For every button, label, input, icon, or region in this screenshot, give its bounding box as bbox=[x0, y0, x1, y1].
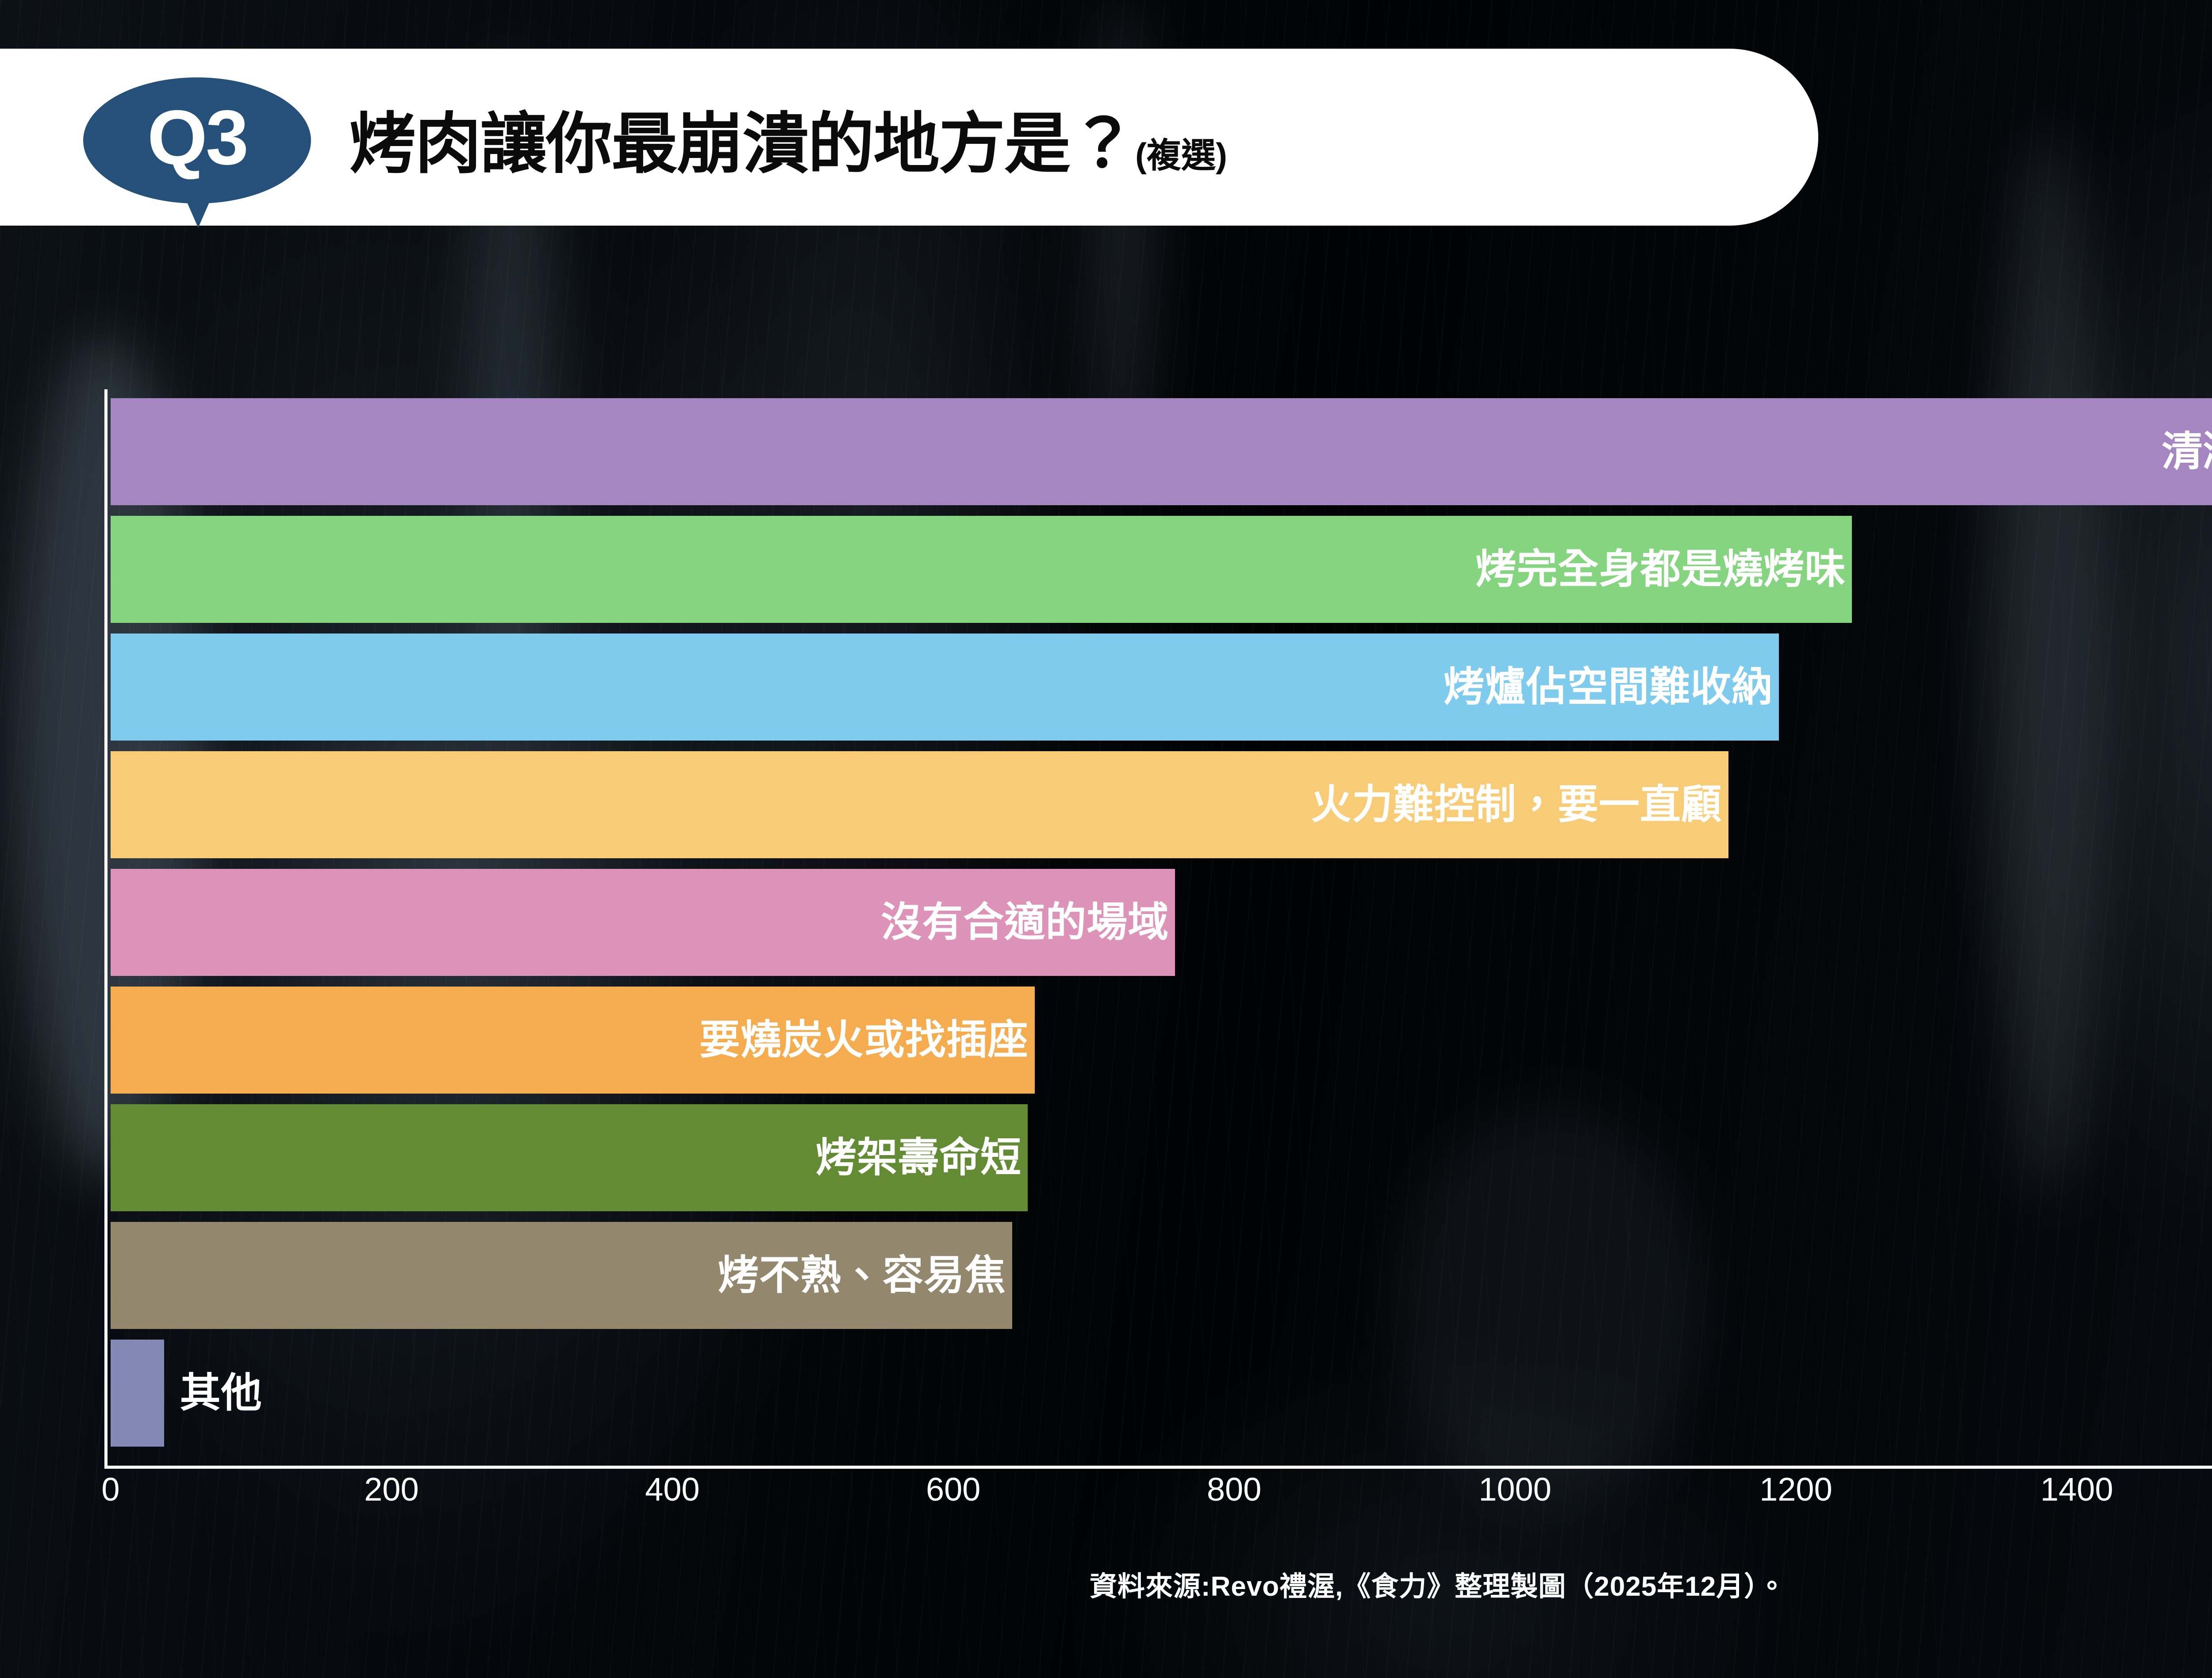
bar-row: 其他 bbox=[111, 1340, 262, 1447]
bar-row: 清潔不易、費時 bbox=[111, 398, 2212, 505]
page-title-suffix: (複選) bbox=[1135, 136, 1227, 175]
bar-row: 火力難控制，要一直顧 bbox=[111, 751, 1729, 858]
bar-segment[interactable]: 沒有合適的場域 bbox=[111, 869, 1175, 976]
bar-category-label: 其他 bbox=[180, 1371, 262, 1416]
bar-segment[interactable]: 烤爐佔空間難收納 bbox=[111, 634, 1779, 741]
x-axis-line bbox=[104, 1466, 2212, 1469]
x-axis-tick-label: 1400 bbox=[2040, 1471, 2113, 1508]
bar-category-label: 沒有合適的場域 bbox=[881, 900, 1169, 945]
source-note: 資料來源:Revo禮渥,《食力》整理製圖（2025年12月）。 bbox=[1089, 1571, 1786, 1602]
x-axis-tick-label: 1000 bbox=[1479, 1471, 1551, 1508]
x-axis-tick-label: 600 bbox=[926, 1471, 981, 1508]
x-axis-tick-labels: 02004006008001000120014001600 bbox=[0, 1473, 2212, 1526]
bar-segment[interactable]: 火力難控制，要一直顧 bbox=[111, 751, 1729, 858]
bar-row: 沒有合適的場域 bbox=[111, 869, 1175, 976]
question-badge: Q3 bbox=[83, 77, 311, 204]
bar-segment[interactable]: 清潔不易、費時 bbox=[111, 398, 2212, 505]
bar-row: 烤爐佔空間難收納 bbox=[111, 634, 1779, 741]
x-axis-tick-label: 400 bbox=[645, 1471, 700, 1508]
bar-category-label: 火力難控制，要一直顧 bbox=[1311, 782, 1723, 827]
bar-row: 烤架壽命短 bbox=[111, 1104, 1028, 1211]
x-axis-tick-label: 800 bbox=[1206, 1471, 1262, 1508]
bar-row: 要燒炭火或找插座 bbox=[111, 987, 1035, 1094]
bar-row: 烤完全身都是燒烤味 bbox=[111, 516, 1852, 623]
bar-segment[interactable]: 要燒炭火或找插座 bbox=[111, 987, 1035, 1094]
bar-segment[interactable]: 烤架壽命短 bbox=[111, 1104, 1028, 1211]
x-axis-tick-label: 0 bbox=[101, 1471, 120, 1508]
question-badge-label: Q3 bbox=[147, 95, 249, 181]
page-title: 烤肉讓你最崩潰的地方是？ (複選) bbox=[349, 100, 1227, 177]
bar-category-label: 要燒炭火或找插座 bbox=[699, 1018, 1029, 1063]
x-axis-tick-label: 200 bbox=[364, 1471, 419, 1508]
x-axis-tick-label: 1200 bbox=[1759, 1471, 1832, 1508]
bar-series: 清潔不易、費時烤完全身都是燒烤味烤爐佔空間難收納火力難控制，要一直顧沒有合適的場… bbox=[111, 398, 2212, 1460]
bar-segment[interactable]: 烤不熟、容易焦 bbox=[111, 1222, 1013, 1329]
bar-segment[interactable] bbox=[111, 1340, 164, 1447]
bar-category-label: 烤完全身都是燒烤味 bbox=[1475, 547, 1846, 592]
bar-category-label: 烤爐佔空間難收納 bbox=[1444, 664, 1773, 710]
y-axis-line bbox=[104, 389, 108, 1469]
bar-category-label: 烤不熟、容易焦 bbox=[718, 1253, 1006, 1298]
bar-category-label: 清潔不易、費時 bbox=[2162, 429, 2212, 474]
bar-row: 烤不熟、容易焦 bbox=[111, 1222, 1013, 1329]
bar-segment[interactable]: 烤完全身都是燒烤味 bbox=[111, 516, 1852, 623]
bar-category-label: 烤架壽命短 bbox=[815, 1135, 1022, 1180]
page-title-main: 烤肉讓你最崩潰的地方是？ bbox=[349, 107, 1136, 181]
